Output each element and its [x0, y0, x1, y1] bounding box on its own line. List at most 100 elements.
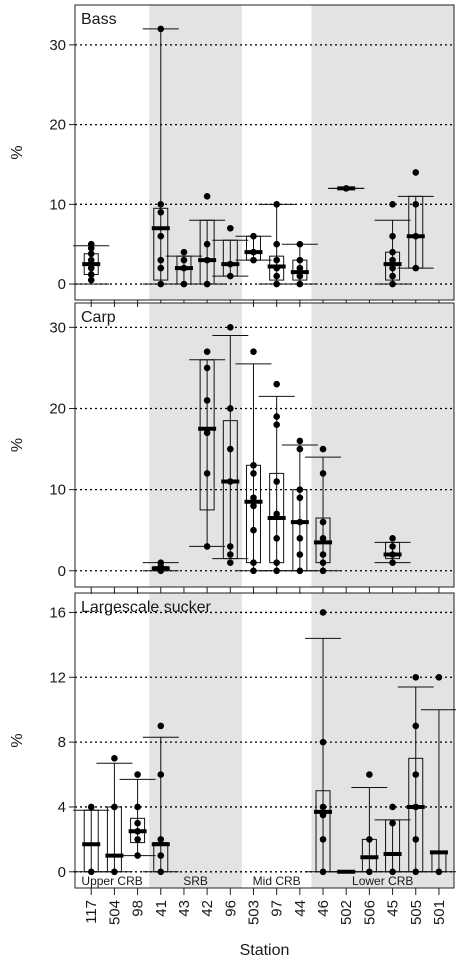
data-point	[250, 567, 257, 575]
box-station-96	[212, 224, 249, 280]
data-point	[319, 836, 327, 843]
box-station-98	[119, 771, 156, 859]
data-point	[319, 535, 327, 542]
panel-1: 0 10 20 30% Carp	[9, 302, 455, 594]
data-point	[389, 819, 396, 827]
region-shade	[149, 303, 242, 587]
box-station-97	[258, 380, 295, 575]
data-point	[227, 543, 234, 550]
data-point	[296, 518, 304, 526]
data-point	[296, 272, 304, 280]
data-point	[389, 248, 396, 256]
data-point	[389, 280, 396, 288]
station-label: 506	[361, 900, 378, 925]
box-iqr	[385, 541, 401, 560]
data-point	[134, 819, 141, 827]
box-station-96	[212, 324, 249, 566]
data-point	[157, 201, 165, 208]
station-label: 504	[106, 900, 123, 925]
y-tick-label: 12	[49, 669, 66, 686]
data-point	[134, 836, 141, 843]
data-point	[273, 567, 280, 575]
data-point	[203, 429, 211, 437]
x-axis-title: Station	[240, 942, 290, 959]
data-point	[412, 722, 420, 730]
y-tick-label: 20	[49, 117, 66, 134]
data-point	[203, 193, 211, 200]
data-point	[157, 722, 165, 730]
panel-title: Bass	[81, 11, 117, 28]
data-point	[250, 559, 257, 566]
station-label: 45	[385, 900, 402, 917]
y-tick-label: 0	[58, 864, 66, 881]
data-point	[389, 559, 396, 566]
data-point	[296, 535, 304, 542]
data-point	[389, 543, 396, 550]
station-label: 117	[83, 900, 100, 924]
data-point	[273, 280, 280, 288]
data-point	[134, 827, 141, 835]
station-label: 96	[222, 900, 239, 917]
station-label: 97	[269, 900, 286, 917]
data-point	[389, 256, 396, 264]
region-shade	[311, 303, 454, 587]
panel-frame	[74, 302, 455, 588]
data-point	[227, 224, 234, 232]
data-point	[273, 510, 280, 518]
station-label: 43	[176, 900, 193, 917]
data-point	[157, 771, 165, 778]
data-point	[296, 240, 304, 248]
data-point	[389, 232, 396, 240]
panel-title: Carp	[81, 309, 116, 326]
y-tick-label: 30	[49, 319, 66, 336]
region-label: SRB	[183, 874, 208, 888]
region-label: Mid CRB	[253, 874, 301, 888]
station-label: 41	[153, 900, 170, 917]
data-point	[389, 535, 396, 542]
box-iqr	[222, 420, 238, 560]
station-label: 98	[130, 900, 147, 917]
data-point	[227, 478, 234, 485]
panel-frame	[74, 4, 455, 301]
data-point	[111, 755, 118, 762]
data-point	[273, 240, 280, 248]
data-point	[134, 771, 141, 778]
data-point	[273, 272, 280, 280]
region-label: Lower CRB	[352, 874, 413, 888]
data-point	[273, 264, 280, 272]
data-point	[412, 169, 420, 176]
station-label: 503	[245, 900, 262, 925]
data-point	[412, 201, 420, 208]
data-point	[250, 494, 257, 502]
data-point	[366, 868, 373, 876]
y-tick-label: 0	[58, 276, 66, 293]
box-station-502	[328, 185, 365, 192]
data-point	[412, 264, 420, 272]
box-station-46	[305, 609, 342, 876]
data-point	[157, 868, 165, 876]
data-point	[203, 397, 211, 404]
data-point	[296, 486, 304, 493]
data-point	[296, 437, 304, 445]
data-point	[157, 280, 165, 288]
data-point	[435, 673, 443, 681]
box-station-41	[142, 25, 179, 288]
data-point	[227, 445, 234, 453]
region-label: Upper CRB	[81, 874, 142, 888]
data-point	[227, 551, 234, 558]
data-point	[180, 248, 188, 256]
panel-0: 0 10 20 30% Bass	[9, 4, 455, 307]
data-point	[319, 445, 327, 453]
data-point	[319, 518, 327, 526]
data-point	[319, 551, 327, 558]
data-point	[250, 232, 257, 240]
box-station-41	[142, 559, 179, 575]
data-point	[342, 185, 350, 192]
data-point	[389, 264, 396, 272]
data-point	[366, 771, 373, 778]
box-station-45	[374, 803, 411, 876]
data-point	[389, 201, 396, 208]
data-point	[250, 502, 257, 510]
data-point	[273, 478, 280, 485]
region-shade	[149, 593, 242, 888]
